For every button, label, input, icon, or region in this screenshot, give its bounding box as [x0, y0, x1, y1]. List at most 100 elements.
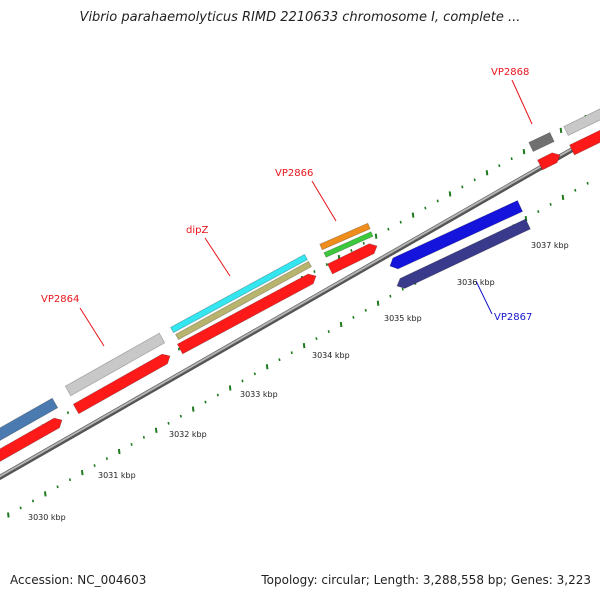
upper-tick-major	[448, 191, 452, 197]
feature-cyan-bar[interactable]	[170, 253, 308, 334]
upper-tick-minor	[473, 178, 476, 182]
upper-tick-minor	[313, 270, 316, 274]
feature-gray-bar-right[interactable]	[563, 108, 600, 137]
upper-tick-minor	[510, 157, 513, 161]
upper-tick-minor	[399, 220, 402, 224]
lower-tick-minor	[241, 379, 244, 383]
upper-tick-minor	[461, 185, 464, 189]
scale-label: 3031 kbp	[98, 471, 136, 480]
upper-tick-minor	[424, 206, 427, 210]
gene-bar-left[interactable]	[0, 417, 63, 463]
lower-tick-major	[154, 427, 158, 433]
gene-label[interactable]: dipZ	[186, 225, 208, 236]
gene-bar-dipz[interactable]	[176, 273, 317, 355]
upper-tick-minor	[350, 248, 353, 252]
upper-tick-major	[374, 233, 378, 239]
lower-tick-minor	[56, 485, 59, 489]
lower-tick-minor	[93, 464, 96, 468]
lower-tick-minor	[31, 499, 35, 503]
gene-labels: VP2864 dipZ VP2866 VP2867 VP2868	[41, 67, 533, 347]
scale-label: 3032 kbp	[169, 430, 207, 439]
feature-darkgray-bar[interactable]	[528, 131, 555, 153]
backbone-line	[0, 131, 600, 478]
lower-tick-minor	[142, 435, 145, 439]
lower-tick-minor	[364, 308, 367, 312]
lower-tick-major	[302, 343, 306, 349]
lower-tick-minor	[253, 372, 256, 376]
feature-orange-bar[interactable]	[319, 222, 371, 251]
scale-label: 3034 kbp	[312, 351, 350, 360]
gene-label[interactable]: VP2866	[275, 168, 313, 179]
label-leader-line	[311, 180, 337, 222]
feature-green-bar[interactable]	[323, 231, 374, 258]
label-leader-line	[79, 307, 105, 347]
gene-features[interactable]	[0, 108, 600, 463]
gene-bar-vp2866[interactable]	[327, 243, 378, 275]
gene-bar-vp2864[interactable]	[72, 353, 171, 415]
lower-tick-minor	[68, 478, 72, 482]
genome-summary: Topology: circular; Length: 3,288,558 bp…	[261, 573, 591, 587]
lower-tick-minor	[327, 330, 330, 333]
lower-tick-minor	[167, 421, 170, 425]
scale-label: 3036 kbp	[457, 278, 495, 287]
gene-label[interactable]: VP2868	[491, 67, 529, 78]
label-leader-line	[475, 280, 493, 315]
lower-tick-minor	[352, 315, 355, 319]
scale-label: 3035 kbp	[384, 314, 422, 323]
lower-tick-minor	[315, 337, 318, 341]
lower-tick-major	[376, 300, 380, 306]
lower-tick-minor	[204, 400, 207, 404]
lower-tick-major	[191, 406, 195, 412]
lower-tick-minor	[105, 457, 108, 460]
upper-tick-major	[411, 212, 415, 218]
upper-tick-minor	[387, 227, 390, 231]
gene-bar-right-edge[interactable]	[569, 129, 600, 156]
lower-tick-minor	[290, 351, 293, 355]
lower-tick-major	[339, 321, 343, 328]
lower-tick-minor	[586, 181, 589, 185]
upper-tick-minor	[66, 411, 70, 415]
scale-labels: 3030 kbp 3031 kbp 3032 kbp 3033 kbp 3034 kbp…	[28, 241, 569, 522]
label-leader-line	[204, 237, 231, 277]
lower-tick-major	[43, 491, 47, 497]
upper-tick-minor	[436, 199, 439, 203]
gene-label[interactable]: VP2867	[494, 312, 532, 323]
scale-label: 3033 kbp	[240, 390, 278, 399]
lower-tick-minor	[537, 210, 540, 213]
gene-bar-reverse-dark[interactable]	[396, 218, 531, 289]
gene-label[interactable]: VP2864	[41, 294, 79, 305]
lower-tick-minor	[401, 287, 404, 291]
lower-tick-major	[228, 385, 232, 391]
upper-tick-minor	[362, 241, 365, 245]
gene-bar-vp2868[interactable]	[537, 152, 561, 171]
lower-tick-minor	[179, 414, 182, 418]
upper-tick-major	[485, 170, 489, 176]
upper-tick-minor	[177, 347, 180, 351]
map-title: Vibrio parahaemolyticus RIMD 2210633 chr…	[79, 10, 521, 25]
feature-steel-bar[interactable]	[0, 397, 59, 442]
lower-tick-minor	[216, 393, 219, 397]
accession-text: Accession: NC_004603	[10, 573, 147, 587]
upper-tick-minor	[325, 263, 328, 266]
upper-tick-major	[522, 148, 526, 155]
upper-tick-minor	[498, 164, 501, 168]
feature-olive-bar[interactable]	[175, 260, 312, 341]
label-leader-line	[511, 79, 533, 125]
scale-label: 3030 kbp	[28, 513, 66, 522]
lower-tick-major	[561, 194, 565, 201]
chromosome-backbone	[0, 130, 600, 481]
lower-tick-minor	[130, 442, 133, 446]
lower-tick-minor	[549, 203, 552, 206]
scale-label: 3037 kbp	[531, 241, 569, 250]
feature-gray-bar[interactable]	[64, 332, 166, 397]
lower-tick-major	[7, 512, 10, 518]
lower-tick-minor	[278, 358, 281, 362]
upper-tick-major	[559, 127, 563, 134]
lower-tick-major	[117, 448, 121, 455]
gene-bar-vp2867[interactable]	[389, 200, 524, 270]
lower-tick-minor	[574, 188, 577, 192]
lower-tick-minor	[19, 506, 22, 510]
lower-tick-minor	[389, 294, 392, 298]
lower-tick-major	[80, 470, 84, 476]
